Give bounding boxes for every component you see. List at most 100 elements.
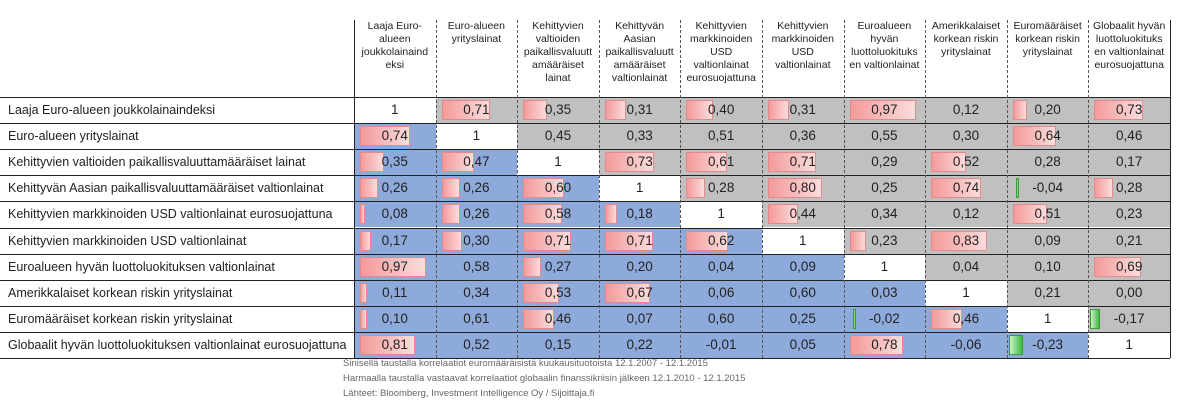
heatmap-cell: 0,74 [354,123,436,150]
positive-data-bar [604,230,653,251]
positive-data-bar [441,178,460,199]
column-gridline [762,20,763,358]
column-gridline [517,20,519,358]
correlation-value: 0,51 [708,128,735,144]
correlation-value: 0,26 [381,180,408,196]
correlation-value: 0,73 [1116,102,1143,117]
heatmap-cell: 0,35 [354,149,436,176]
heatmap-cell: 0,20 [1006,97,1089,124]
column-header: Amerikkalaiset korkean riskin yrityslainat [925,20,1007,95]
row-gridline [0,123,1170,125]
correlation-value: 0,83 [952,232,980,248]
heatmap-cell: 0,67 [598,279,681,306]
correlation-value: 0,36 [789,128,816,144]
heatmap-cell: 1 [598,175,681,202]
column-header: Kehittyvien markkinoiden USD valtionlainat e… [680,20,762,95]
positive-data-bar [931,308,963,329]
column-header: Kehittyvien markkinoiden USD valtionlainat [762,20,844,95]
note-period-blue: Sinisellä taustalla korrelaatiot euromää… [343,358,708,369]
heatmap-cell: 0,51 [1006,201,1089,228]
heatmap-cell: 0,34 [435,279,518,306]
heatmap-cell: -0,02 [843,305,926,332]
heatmap-cell: 0,71 [762,149,844,176]
heatmap-cell: 1 [435,123,518,150]
heatmap-cell: 0,09 [762,253,844,280]
column-header-line: eksi [385,59,405,71]
heatmap-cell: 1 [680,201,762,228]
heatmap-cell: 0,26 [435,201,518,228]
positive-data-bar [360,334,415,355]
heatmap-cell: 1 [843,253,926,280]
positive-data-bar [604,100,626,121]
correlation-value: -0,02 [869,310,900,326]
heatmap-cell: 0,80 [762,175,844,202]
heatmap-cell: 0,60 [680,305,762,332]
correlation-value: 0,17 [381,232,408,248]
positive-data-bar [931,230,988,251]
heatmap-cell: 0,74 [925,175,1007,202]
correlation-value: 0,27 [544,258,572,274]
correlation-value: 0,61 [708,154,735,170]
heatmap-cell: 0,52 [435,331,518,358]
heatmap-cell: 0,46 [925,305,1007,332]
heatmap-cell: 0,29 [843,149,926,176]
correlation-value: 1 [1125,336,1133,352]
correlation-value: 0,78 [871,336,898,352]
correlation-value: 1 [472,128,481,144]
column-header-line: amääräiset [532,59,584,71]
heatmap-cell: 0,60 [517,175,599,202]
column-header: Globaalit hyvän luottoluokituks en valtion… [1088,20,1170,95]
positive-data-bar [1012,100,1027,121]
heatmap-cell: 0,00 [1088,279,1170,306]
correlation-value: 0,64 [1034,128,1061,144]
heatmap-cell: 0,97 [843,97,926,124]
column-header-line: hyvän [870,33,899,45]
heatmap-cell: 0,09 [1006,227,1089,254]
positive-data-bar [360,204,365,225]
correlation-value: 0,60 [708,310,735,326]
positive-data-bar [931,178,982,199]
positive-data-bar [441,152,474,173]
correlation-value: 0,03 [871,284,898,300]
heatmap-cell: 0,34 [843,201,926,228]
correlation-value: 0,05 [789,336,816,352]
correlation-value: -0,06 [950,336,982,352]
correlation-value: 0,33 [626,128,653,144]
column-header-line: paikallisvaluutt [605,46,674,58]
row-label: Euromääräiset korkean riskin yrityslaina… [8,311,233,326]
heatmap-cell: 0,22 [598,331,681,358]
heatmap-cell: 0,83 [925,227,1007,254]
column-header-line: korkean riskin [933,33,999,45]
heatmap-cell: 1 [762,227,844,254]
correlation-value: 0,25 [871,180,898,196]
positive-data-bar [1094,178,1114,199]
heatmap-cell: 0,10 [354,305,436,332]
positive-data-bar [768,178,822,199]
positive-data-bar [360,152,384,173]
correlation-value: 0,60 [789,284,816,300]
heatmap-cell: 0,12 [925,201,1007,228]
heatmap-cell: -0,23 [1006,331,1089,358]
column-header-line: lainat [545,72,571,84]
correlation-value: 0,25 [789,310,816,326]
correlation-value: 0,28 [708,180,735,196]
correlation-value: 0,09 [789,258,816,274]
correlation-value: 0,18 [626,206,653,222]
column-header-line: Euroalueen [857,20,912,32]
correlation-value: 0,26 [463,206,490,222]
correlation-value: 0,46 [952,310,980,326]
column-header-line: joukkolainaind [361,46,429,58]
positive-data-bar [604,204,617,225]
correlation-value: 0,81 [381,336,408,352]
correlation-value: 0,10 [1034,258,1061,274]
heatmap-cell: 0,52 [925,149,1007,176]
positive-data-bar [686,152,728,173]
column-header-line: yrityslainat [451,33,502,45]
column-header-line: Laaja Euro- [367,20,422,32]
correlation-value: 0,35 [544,102,572,117]
correlation-value: 1 [962,284,970,300]
correlation-value: 0,23 [1116,206,1143,222]
correlation-value: 1 [799,232,807,248]
positive-data-bar [686,178,706,199]
column-header-line: USD [710,46,733,58]
